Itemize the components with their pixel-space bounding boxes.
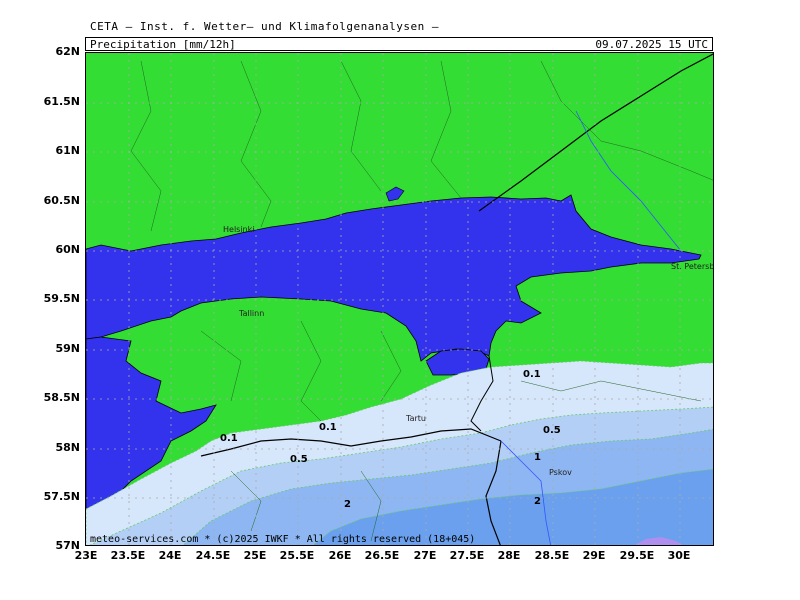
contour-label-0-5-east: 0.5 xyxy=(543,425,561,436)
lat-tick-57-5n: 57.5N xyxy=(43,490,80,503)
city-tallinn: Tallinn xyxy=(238,309,264,318)
estonia-russia-border xyxy=(470,355,494,432)
lon-tick-29-5e: 29.5E xyxy=(619,549,655,562)
lon-tick-24e: 24E xyxy=(158,549,182,562)
lat-tick-58n: 58N xyxy=(55,441,80,454)
russia-finland-border xyxy=(478,53,713,212)
lat-tick-59-5n: 59.5N xyxy=(43,292,80,305)
precip-zone-5 xyxy=(634,537,683,545)
lat-tick-61n: 61N xyxy=(55,144,80,157)
lat-tick-58-5n: 58.5N xyxy=(43,391,80,404)
precip-zone-2 xyxy=(312,468,713,545)
river-narva xyxy=(575,110,682,252)
contour-label-0-1-mid: 0.1 xyxy=(319,422,337,433)
lat-tick-62n: 62N xyxy=(55,45,80,58)
contour-label-0-1-east: 0.1 xyxy=(523,369,541,380)
parameter-bar: Precipitation [mm/12h] 09.07.2025 15 UTC xyxy=(85,37,713,51)
baltic-sea-west xyxy=(86,336,217,512)
contour-label-0-5-west: 0.5 xyxy=(290,454,308,465)
latvia-russia-border xyxy=(485,440,502,545)
map-title: CETA — Inst. f. Wetter— und Klimafolgena… xyxy=(90,20,440,33)
city-st-petersburg: St. Petersbg. xyxy=(671,262,714,271)
city-tartu: Tartu xyxy=(405,414,426,423)
lake-north xyxy=(385,186,405,202)
graticule xyxy=(86,53,713,545)
lon-tick-23-5e: 23.5E xyxy=(110,549,146,562)
lon-tick-29e: 29E xyxy=(582,549,606,562)
contour-label-0-1-west: 0.1 xyxy=(220,433,238,444)
lon-tick-27e: 27E xyxy=(413,549,437,562)
lon-tick-30e: 30E xyxy=(667,549,691,562)
lat-tick-61-5n: 61.5N xyxy=(43,95,80,108)
contour-label-2-east: 2 xyxy=(534,496,541,507)
city-pskov: Pskov xyxy=(549,468,572,477)
lon-tick-25-5e: 25.5E xyxy=(279,549,315,562)
lon-tick-28-5e: 28.5E xyxy=(534,549,570,562)
gulf-of-finland xyxy=(86,194,702,362)
copyright-note: meteo-services.com * (c)2025 IWKF * All … xyxy=(90,534,476,545)
parameter-label: Precipitation [mm/12h] xyxy=(90,38,236,51)
lon-tick-25e: 25E xyxy=(243,549,267,562)
lat-tick-60n: 60N xyxy=(55,243,80,256)
lat-tick-60-5n: 60.5N xyxy=(43,194,80,207)
river-velikaya xyxy=(500,440,552,545)
estonia-latvia-border xyxy=(200,428,502,457)
lon-tick-27-5e: 27.5E xyxy=(449,549,485,562)
lon-tick-26e: 26E xyxy=(328,549,352,562)
map-frame: Helsinki Tallinn Tartu Pskov St. Petersb… xyxy=(85,52,714,546)
contour-label-1: 1 xyxy=(534,452,541,463)
lon-tick-28e: 28E xyxy=(497,549,521,562)
city-helsinki: Helsinki xyxy=(223,225,254,234)
lon-tick-24-5e: 24.5E xyxy=(195,549,231,562)
lat-tick-59n: 59N xyxy=(55,342,80,355)
lon-tick-26-5e: 26.5E xyxy=(364,549,400,562)
valid-time: 09.07.2025 15 UTC xyxy=(595,38,708,51)
contour-label-2-west: 2 xyxy=(344,499,351,510)
precipitation-map: Helsinki Tallinn Tartu Pskov St. Petersb… xyxy=(86,53,714,545)
lon-tick-23e: 23E xyxy=(74,549,98,562)
lat-tick-57n: 57N xyxy=(55,539,80,552)
